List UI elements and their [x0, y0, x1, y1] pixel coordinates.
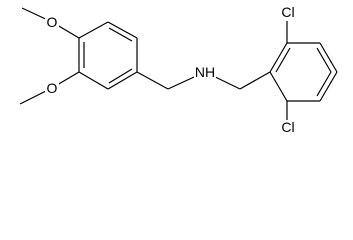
bond [319, 71, 338, 102]
label-background [194, 64, 216, 80]
atom-label: Cl [281, 4, 294, 20]
label-background [45, 80, 59, 96]
label-background [279, 5, 296, 21]
bond [108, 68, 133, 84]
bonds [19, 7, 338, 127]
bond [239, 71, 271, 90]
bond [108, 27, 133, 42]
label-background [45, 14, 59, 30]
bond [136, 71, 169, 90]
bond [78, 21, 109, 39]
bond [275, 47, 291, 73]
bond [269, 71, 288, 102]
atom-labels: O O NH Cl Cl [45, 4, 296, 136]
label-background [279, 120, 296, 136]
molecule: O O NH Cl Cl [19, 4, 338, 136]
bond [269, 42, 288, 73]
atom-label: NH [195, 64, 215, 80]
bond [78, 71, 109, 90]
bond [107, 21, 138, 39]
atom-label: Cl [281, 119, 294, 135]
bond [319, 42, 338, 73]
bond [316, 47, 332, 73]
bond [316, 71, 332, 97]
bond [107, 71, 138, 90]
atom-label: O [47, 14, 58, 30]
atom-label: O [47, 80, 58, 96]
